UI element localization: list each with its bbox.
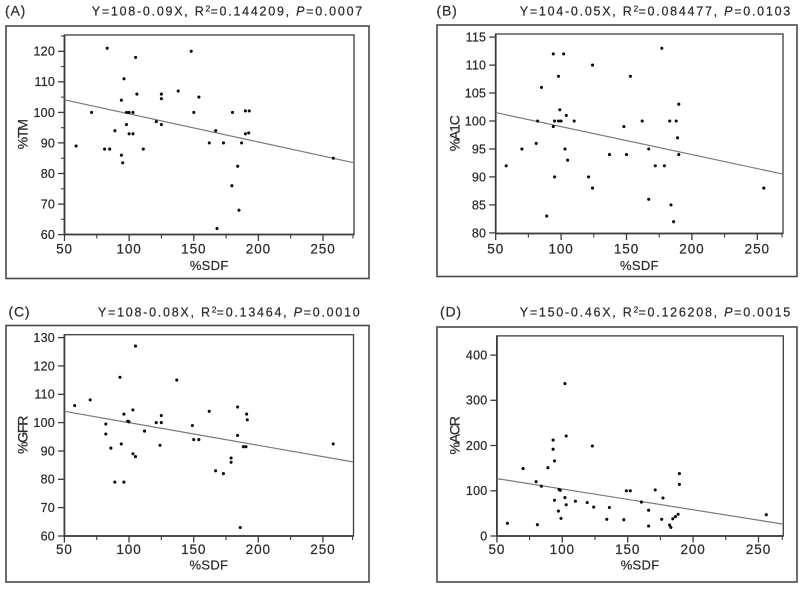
svg-text:120: 120 <box>33 359 54 373</box>
svg-text:250: 250 <box>746 542 771 557</box>
svg-text:150: 150 <box>181 242 206 257</box>
svg-text:(D): (D) <box>440 304 462 320</box>
svg-text:50: 50 <box>488 542 505 557</box>
svg-text:100: 100 <box>116 542 141 557</box>
svg-text:110: 110 <box>34 75 55 89</box>
svg-text:85: 85 <box>472 198 486 212</box>
svg-text:%TM: %TM <box>15 120 31 150</box>
svg-text:Y=150-0.46X, R2=0.126208, P=0.: Y=150-0.46X, R2=0.126208, P=0.0015 <box>520 305 792 320</box>
svg-text:250: 250 <box>310 242 335 257</box>
svg-text:(A): (A) <box>5 3 26 19</box>
svg-text:100: 100 <box>548 242 573 257</box>
svg-text:60: 60 <box>41 228 55 242</box>
svg-text:%A1C: %A1C <box>447 115 463 151</box>
svg-text:50: 50 <box>487 242 504 257</box>
svg-text:%SDF: %SDF <box>621 558 660 573</box>
svg-text:60: 60 <box>41 529 55 543</box>
svg-text:(B): (B) <box>437 3 458 19</box>
svg-text:Y=108-0.09X, R2=0.144209, P=0.: Y=108-0.09X, R2=0.144209, P=0.0007 <box>92 4 364 19</box>
svg-text:400: 400 <box>466 349 487 363</box>
svg-text:70: 70 <box>41 198 55 212</box>
svg-text:100: 100 <box>116 242 141 257</box>
svg-text:80: 80 <box>41 473 55 487</box>
svg-text:300: 300 <box>466 394 487 408</box>
svg-text:90: 90 <box>41 444 55 458</box>
svg-text:150: 150 <box>181 542 206 557</box>
svg-text:200: 200 <box>246 542 271 557</box>
svg-text:70: 70 <box>41 501 55 515</box>
svg-text:Y=104-0.05X, R2=0.084477, P=0.: Y=104-0.05X, R2=0.084477, P=0.0103 <box>520 4 792 19</box>
svg-text:%SDF: %SDF <box>190 258 229 273</box>
svg-text:100: 100 <box>466 484 487 498</box>
svg-text:%GFR: %GFR <box>15 416 31 454</box>
svg-text:80: 80 <box>472 226 486 240</box>
svg-text:100: 100 <box>34 106 55 120</box>
svg-text:250: 250 <box>310 542 335 557</box>
svg-text:(C): (C) <box>9 304 31 320</box>
svg-text:90: 90 <box>472 170 486 184</box>
svg-text:110: 110 <box>466 59 487 73</box>
svg-text:100: 100 <box>550 542 575 557</box>
svg-text:250: 250 <box>745 242 770 257</box>
svg-text:50: 50 <box>56 542 73 557</box>
svg-text:105: 105 <box>465 86 486 100</box>
svg-text:%ACR: %ACR <box>447 416 463 454</box>
svg-text:%SDF: %SDF <box>190 558 229 573</box>
svg-text:Y=108-0.08X, R2=0.13464, P=0.0: Y=108-0.08X, R2=0.13464, P=0.0010 <box>98 305 362 320</box>
svg-text:200: 200 <box>679 242 704 257</box>
svg-text:90: 90 <box>41 136 55 150</box>
svg-text:200: 200 <box>246 242 271 257</box>
svg-text:200: 200 <box>680 542 705 557</box>
svg-text:150: 150 <box>615 542 640 557</box>
svg-text:120: 120 <box>34 45 55 59</box>
svg-text:200: 200 <box>466 439 487 453</box>
svg-text:130: 130 <box>33 331 54 345</box>
svg-text:115: 115 <box>466 31 487 45</box>
svg-text:110: 110 <box>34 388 55 402</box>
svg-text:100: 100 <box>465 114 486 128</box>
svg-text:95: 95 <box>472 142 486 156</box>
svg-text:150: 150 <box>614 242 639 257</box>
svg-text:0: 0 <box>480 529 487 543</box>
svg-text:100: 100 <box>33 416 54 430</box>
svg-text:80: 80 <box>41 167 55 181</box>
svg-text:%SDF: %SDF <box>620 258 659 273</box>
svg-text:50: 50 <box>56 242 73 257</box>
